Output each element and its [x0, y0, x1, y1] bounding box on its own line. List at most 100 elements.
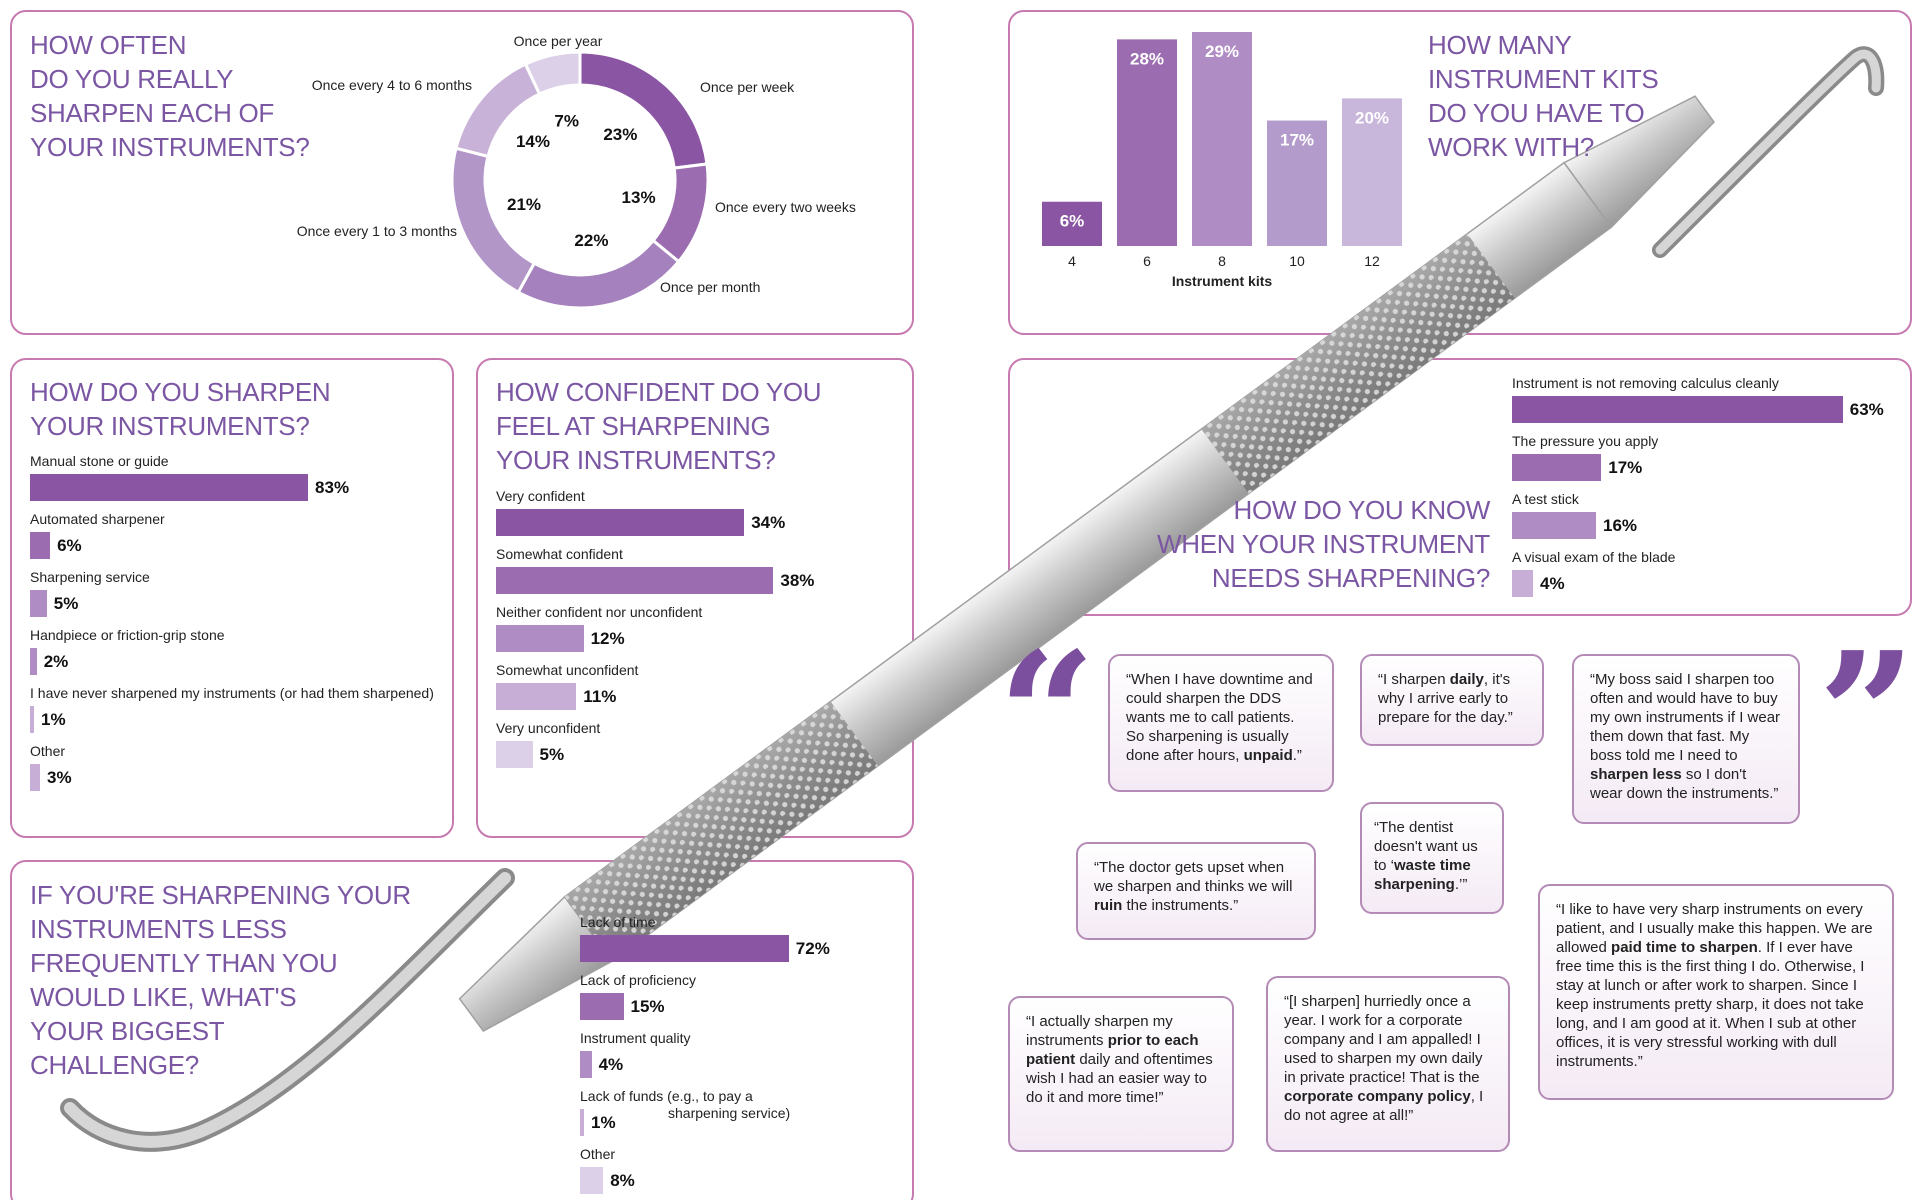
bar-fill	[1512, 396, 1843, 423]
kits-title: HOW MANY INSTRUMENT KITS DO YOU HAVE TO …	[1428, 28, 1659, 164]
challenge-title-line: CHALLENGE?	[30, 1050, 199, 1080]
bar-value: 2%	[43, 651, 69, 671]
donut-category-label: Once per week	[700, 79, 795, 95]
donut-category-label: Once per month	[660, 279, 760, 295]
quote-bubble: “When I have downtime and could sharpen …	[1108, 654, 1334, 792]
kits-bar-value: 6%	[1060, 212, 1085, 231]
quote-bubble: “The dentist doesn't want us to ‘waste t…	[1360, 802, 1504, 914]
bar-value: 16%	[1603, 515, 1638, 535]
bar-value: 8%	[610, 1170, 635, 1190]
donut-slice-percent: 22%	[574, 231, 608, 250]
bar-value: 72%	[795, 938, 830, 958]
frequency-title-line: YOUR INSTRUMENTS?	[30, 132, 310, 162]
bar-fill	[1512, 570, 1533, 597]
bar-item: Very confident 34%	[496, 487, 785, 536]
bar-item: Neither confident nor unconfident 12%	[496, 603, 702, 652]
bar-item: Very unconfident 5%	[496, 719, 600, 768]
bar-fill	[496, 741, 533, 768]
bar-label: Automated sharpener	[30, 511, 165, 527]
challenge-title: IF YOU'RE SHARPENING YOUR INSTRUMENTS LE…	[30, 878, 411, 1082]
quote-bubble: “The doctor gets upset when we sharpen a…	[1076, 842, 1316, 940]
bar-value: 34%	[751, 512, 786, 532]
method-title-line: HOW DO YOU SHARPEN	[30, 377, 331, 407]
bar-label: A visual exam of the blade	[1512, 549, 1676, 565]
bar-item: Automated sharpener 6%	[30, 510, 165, 559]
challenge-title-line: WOULD LIKE, WHAT'S	[30, 982, 297, 1012]
bar-item: Handpiece or friction-grip stone 2%	[30, 626, 225, 675]
bar-label: Lack of time	[580, 914, 656, 930]
kits-tick-label: 6	[1143, 253, 1151, 269]
donut-slice	[450, 146, 537, 295]
kits-tick-label: 8	[1218, 253, 1226, 269]
quote-text: so I don't wear down the instruments.”	[1590, 766, 1779, 802]
bar-label: Sharpening service	[30, 569, 150, 585]
kits-bar	[1192, 32, 1252, 246]
bar-fill	[580, 993, 624, 1020]
quote-text: “The doctor gets upset when we sharpen a…	[1094, 859, 1293, 895]
donut-slice	[523, 50, 582, 97]
bar-item: Instrument is not removing calculus clea…	[1512, 374, 1884, 423]
bar-item: Sharpening service 5%	[30, 568, 150, 617]
bar-label: Lack of proficiency	[580, 972, 696, 988]
donut-slice	[516, 238, 681, 310]
bar-value: 5%	[539, 744, 565, 764]
bar-item: A test stick 16%	[1512, 490, 1637, 539]
method-title: HOW DO YOU SHARPEN YOUR INSTRUMENTS?	[30, 375, 331, 443]
quote-bubble: “My boss said I sharpen too often and wo…	[1572, 654, 1800, 824]
challenge-title-line: YOUR BIGGEST	[30, 1016, 225, 1046]
donut-slice-percent: 21%	[507, 195, 541, 214]
bar-label: Handpiece or friction-grip stone	[30, 627, 225, 643]
bar-fill	[580, 1051, 592, 1078]
bar-value: 17%	[1608, 457, 1643, 477]
challenge-title-line: FREQUENTLY THAN YOU	[30, 948, 338, 978]
bar-label: Somewhat confident	[496, 546, 623, 562]
bar-item: Other 3%	[30, 742, 72, 791]
knowing-title-line: NEEDS SHARPENING?	[1211, 563, 1490, 593]
kits-tick-label: 12	[1364, 253, 1380, 269]
kits-title-line: DO YOU HAVE TO	[1428, 98, 1645, 128]
quote-bubble: “I sharpen daily, it's why I arrive earl…	[1360, 654, 1544, 746]
quote-bubble: “I actually sharpen my instruments prior…	[1008, 996, 1234, 1152]
bar-item: Somewhat unconfident 11%	[496, 661, 638, 710]
donut-category-label: Once every 4 to 6 months	[312, 77, 472, 93]
bar-fill	[580, 1167, 604, 1194]
quote-emphasis: paid time to sharpen	[1611, 939, 1758, 956]
bar-label: I have never sharpened my instruments (o…	[30, 685, 434, 701]
bar-fill	[580, 1109, 584, 1136]
kits-tick-label: 10	[1289, 253, 1305, 269]
kits-tick-label: 4	[1068, 253, 1076, 269]
bar-label: The pressure you apply	[1512, 433, 1659, 449]
kits-bar	[1117, 39, 1177, 247]
confidence-title-line: FEEL AT SHARPENING	[496, 411, 771, 441]
bar-fill	[30, 764, 41, 791]
kits-title-line: WORK WITH?	[1428, 132, 1594, 162]
donut-category-label: Once every 1 to 3 months	[297, 223, 457, 239]
challenge-title-line: IF YOU'RE SHARPENING YOUR	[30, 880, 411, 910]
bar-value: 38%	[780, 570, 815, 590]
quote-emphasis: daily	[1449, 671, 1484, 688]
kits-title-line: HOW MANY	[1428, 30, 1572, 60]
bar-label: Somewhat unconfident	[496, 662, 639, 678]
bar-value: 12%	[590, 628, 625, 648]
confidence-title: HOW CONFIDENT DO YOU FEEL AT SHARPENING …	[496, 375, 822, 477]
bar-label: Manual stone or guide	[30, 453, 169, 469]
bar-label: Very unconfident	[496, 720, 601, 736]
kits-bar-value: 17%	[1280, 131, 1314, 150]
bar-label: Very confident	[496, 488, 585, 504]
kits-bar-chart: 6% 4 28% 6 29% 8 17% 10 20% 12 Instrument kits	[1042, 32, 1402, 289]
quote-text: “I actually sharpen my instruments	[1026, 1013, 1173, 1049]
bar-item: Lack of funds (e.g., to pay a 1% sharpenin…	[580, 1087, 790, 1136]
kits-title-line: INSTRUMENT KITS	[1428, 64, 1659, 94]
bar-value: 6%	[57, 535, 82, 555]
kits-bar-value: 20%	[1355, 108, 1389, 127]
quote-text: . If I ever have free time this is the f…	[1556, 939, 1865, 1070]
bar-label: A test stick	[1512, 491, 1579, 507]
quote-text: .”	[1292, 747, 1302, 764]
quote-text: daily and oftentimes wish I had an easie…	[1026, 1051, 1213, 1106]
bar-item: I have never sharpened my instruments (o…	[30, 684, 434, 733]
bar-fill	[30, 590, 47, 617]
bar-value: 4%	[598, 1054, 624, 1074]
bar-label: Neither confident nor unconfident	[496, 604, 703, 620]
quote-emphasis: corporate company policy	[1284, 1088, 1471, 1105]
quote-bubble: “[I sharpen] hurriedly once a year. I wo…	[1266, 976, 1510, 1152]
